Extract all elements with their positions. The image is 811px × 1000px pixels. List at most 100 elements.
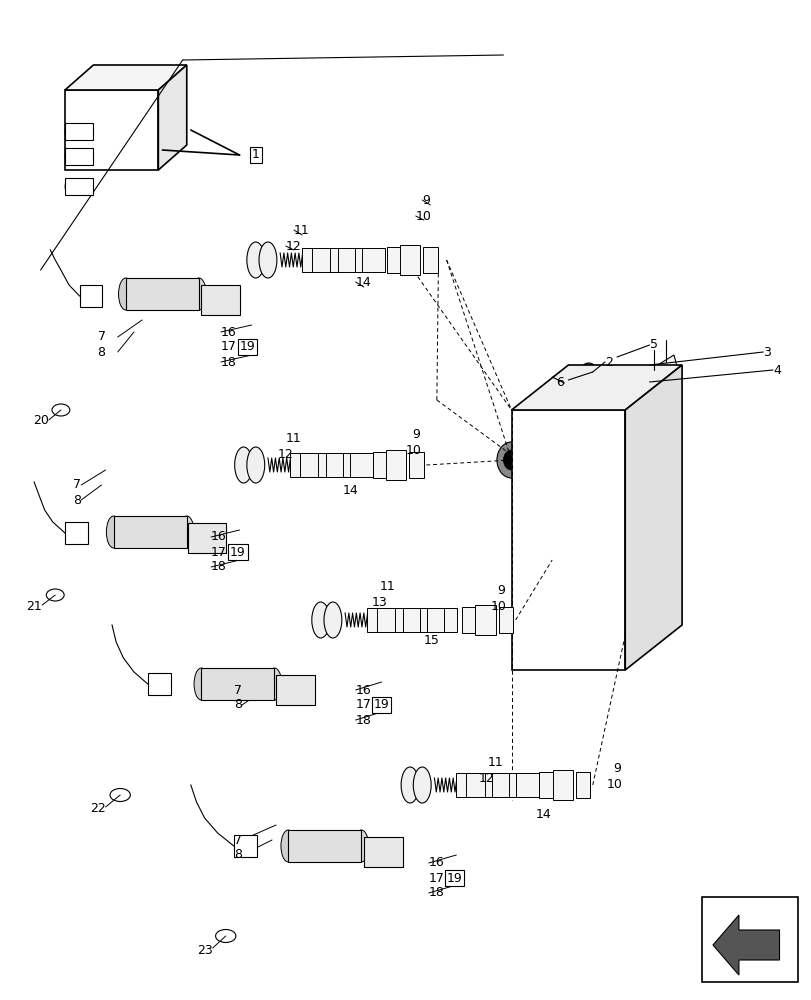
Bar bbox=[302, 248, 315, 272]
Bar bbox=[362, 248, 384, 272]
Bar bbox=[466, 773, 488, 797]
Text: 17: 17 bbox=[355, 698, 371, 712]
Polygon shape bbox=[158, 65, 187, 170]
Ellipse shape bbox=[247, 447, 264, 483]
Bar bbox=[148, 673, 170, 695]
Bar bbox=[126, 278, 199, 310]
Polygon shape bbox=[616, 355, 677, 405]
Bar bbox=[474, 605, 495, 635]
Circle shape bbox=[578, 363, 598, 387]
Bar bbox=[395, 608, 408, 632]
Text: 16: 16 bbox=[221, 326, 236, 338]
Ellipse shape bbox=[234, 447, 252, 483]
Ellipse shape bbox=[523, 558, 564, 612]
Text: 7: 7 bbox=[234, 684, 242, 696]
Text: 14: 14 bbox=[535, 808, 551, 822]
Polygon shape bbox=[276, 675, 315, 705]
Ellipse shape bbox=[52, 404, 70, 416]
Bar bbox=[376, 608, 399, 632]
Text: 10: 10 bbox=[490, 599, 506, 612]
Text: 10: 10 bbox=[415, 210, 431, 223]
Text: 18: 18 bbox=[221, 356, 237, 368]
Ellipse shape bbox=[523, 468, 564, 522]
Ellipse shape bbox=[71, 124, 76, 139]
Bar bbox=[65, 522, 88, 544]
Text: 20: 20 bbox=[32, 414, 49, 428]
Text: 13: 13 bbox=[371, 596, 387, 609]
Ellipse shape bbox=[110, 134, 128, 156]
Text: 8: 8 bbox=[234, 848, 242, 861]
Text: 11: 11 bbox=[380, 580, 395, 593]
Bar bbox=[419, 608, 432, 632]
Text: 9: 9 bbox=[496, 584, 504, 596]
Ellipse shape bbox=[76, 124, 82, 139]
Circle shape bbox=[503, 450, 519, 470]
Ellipse shape bbox=[113, 112, 126, 128]
Ellipse shape bbox=[76, 180, 82, 194]
Text: 11: 11 bbox=[285, 432, 301, 446]
Text: 9: 9 bbox=[412, 428, 420, 442]
Text: 7: 7 bbox=[234, 834, 242, 846]
Ellipse shape bbox=[106, 104, 132, 136]
Bar bbox=[288, 830, 361, 862]
Text: 19: 19 bbox=[446, 871, 462, 884]
Text: 19: 19 bbox=[373, 698, 389, 712]
Ellipse shape bbox=[560, 558, 600, 612]
Ellipse shape bbox=[106, 516, 121, 548]
Bar bbox=[354, 248, 367, 272]
Ellipse shape bbox=[324, 602, 341, 638]
Text: 14: 14 bbox=[342, 484, 358, 496]
Text: 4: 4 bbox=[772, 363, 780, 376]
Text: 14: 14 bbox=[355, 275, 371, 288]
Bar bbox=[342, 453, 355, 477]
Ellipse shape bbox=[534, 483, 552, 508]
Bar bbox=[491, 773, 514, 797]
Text: 21: 21 bbox=[27, 599, 42, 612]
Text: 9: 9 bbox=[422, 194, 430, 207]
Text: 16: 16 bbox=[428, 856, 444, 869]
Text: 10: 10 bbox=[606, 778, 622, 792]
Polygon shape bbox=[188, 523, 225, 553]
Ellipse shape bbox=[281, 830, 295, 862]
Polygon shape bbox=[201, 285, 239, 315]
Text: 17: 17 bbox=[428, 871, 444, 884]
Text: 10: 10 bbox=[406, 444, 422, 458]
Bar bbox=[330, 248, 343, 272]
Text: 12: 12 bbox=[285, 239, 301, 252]
Ellipse shape bbox=[71, 149, 76, 164]
Ellipse shape bbox=[88, 149, 93, 164]
Circle shape bbox=[496, 442, 526, 478]
Bar bbox=[299, 453, 322, 477]
Ellipse shape bbox=[354, 830, 368, 862]
Ellipse shape bbox=[76, 149, 82, 164]
Ellipse shape bbox=[46, 589, 64, 601]
Bar bbox=[702, 897, 797, 982]
Ellipse shape bbox=[571, 483, 589, 508]
Text: 15: 15 bbox=[423, 634, 440, 647]
Text: 22: 22 bbox=[90, 802, 105, 814]
Bar bbox=[551, 770, 572, 800]
Bar bbox=[337, 248, 360, 272]
Text: 19: 19 bbox=[230, 546, 246, 558]
Polygon shape bbox=[363, 837, 402, 867]
Ellipse shape bbox=[413, 767, 431, 803]
Bar bbox=[367, 608, 380, 632]
Text: 18: 18 bbox=[428, 886, 444, 900]
Text: 8: 8 bbox=[73, 493, 81, 506]
Bar bbox=[399, 245, 419, 275]
Ellipse shape bbox=[118, 278, 133, 310]
Ellipse shape bbox=[109, 788, 130, 802]
Polygon shape bbox=[511, 410, 624, 670]
Ellipse shape bbox=[191, 278, 206, 310]
Bar bbox=[290, 453, 303, 477]
Text: 7: 7 bbox=[73, 479, 81, 491]
Bar bbox=[201, 668, 274, 700]
Text: 17: 17 bbox=[221, 340, 237, 354]
Ellipse shape bbox=[311, 602, 329, 638]
Polygon shape bbox=[65, 123, 93, 140]
Bar bbox=[372, 452, 387, 478]
Bar bbox=[79, 285, 102, 307]
Text: 8: 8 bbox=[234, 698, 242, 712]
Ellipse shape bbox=[82, 180, 88, 194]
Polygon shape bbox=[624, 365, 681, 670]
